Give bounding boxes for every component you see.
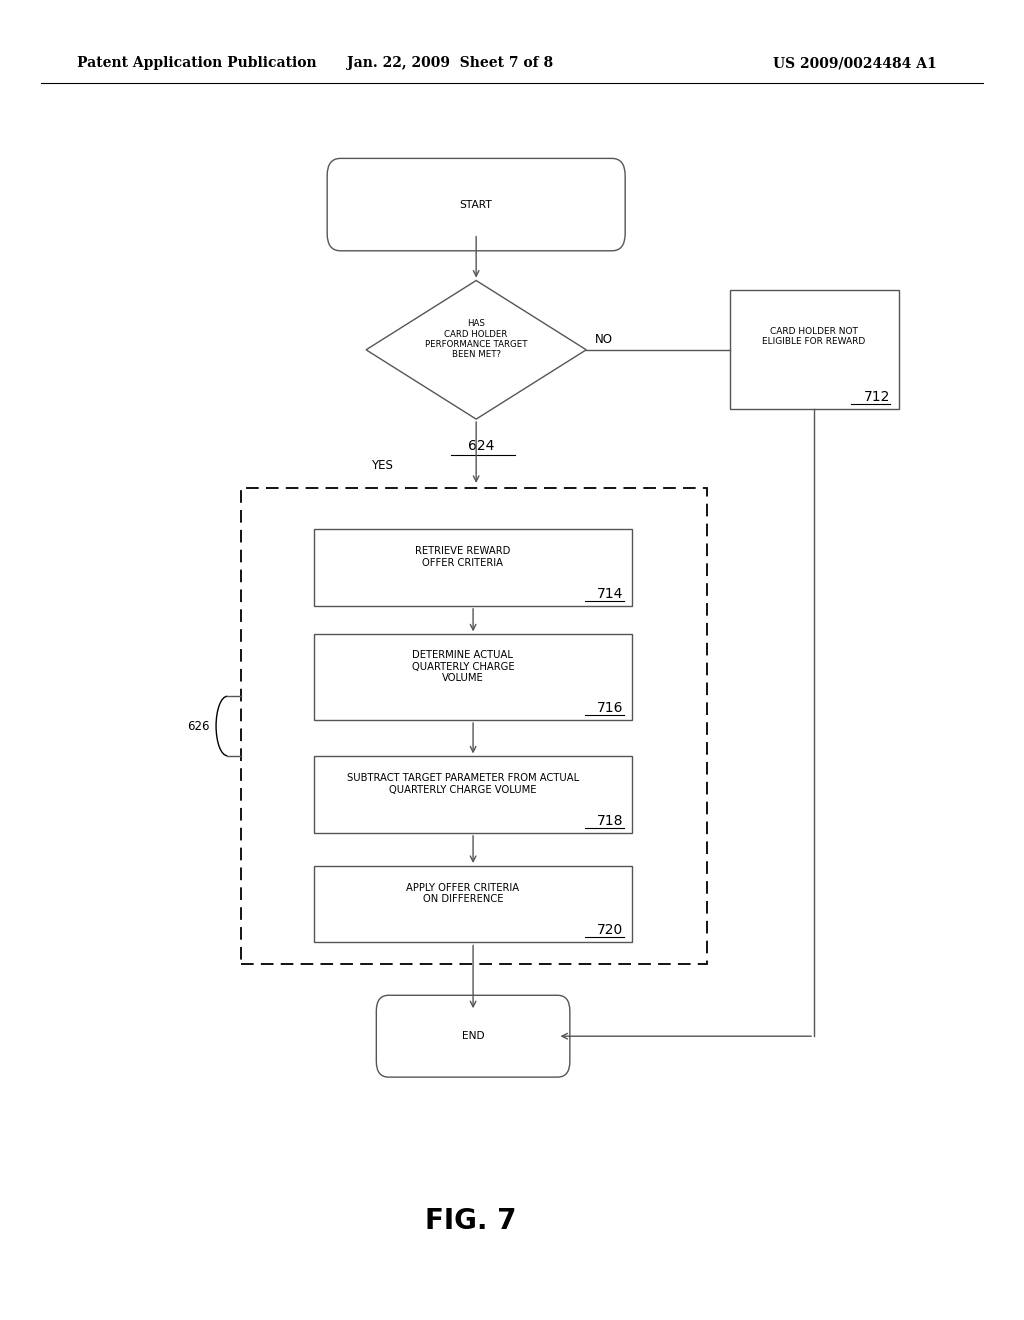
Text: Patent Application Publication: Patent Application Publication	[77, 57, 316, 70]
Text: NO: NO	[594, 333, 612, 346]
Bar	[729, 290, 899, 409]
Text: CARD HOLDER NOT
ELIGIBLE FOR REWARD: CARD HOLDER NOT ELIGIBLE FOR REWARD	[763, 327, 865, 346]
Text: 720: 720	[597, 923, 624, 937]
Text: YES: YES	[372, 459, 393, 471]
Text: DETERMINE ACTUAL
QUARTERLY CHARGE
VOLUME: DETERMINE ACTUAL QUARTERLY CHARGE VOLUME	[412, 649, 514, 684]
Bar	[314, 756, 632, 833]
Text: Jan. 22, 2009  Sheet 7 of 8: Jan. 22, 2009 Sheet 7 of 8	[347, 57, 554, 70]
FancyBboxPatch shape	[377, 995, 569, 1077]
Text: 716: 716	[597, 701, 624, 715]
Text: US 2009/0024484 A1: US 2009/0024484 A1	[773, 57, 937, 70]
FancyBboxPatch shape	[328, 158, 625, 251]
Bar	[314, 634, 632, 721]
Text: 714: 714	[597, 586, 624, 601]
Text: HAS
CARD HOLDER
PERFORMANCE TARGET
BEEN MET?: HAS CARD HOLDER PERFORMANCE TARGET BEEN …	[425, 319, 527, 359]
Text: RETRIEVE REWARD
OFFER CRITERIA: RETRIEVE REWARD OFFER CRITERIA	[415, 546, 511, 568]
Text: 718: 718	[597, 813, 624, 828]
Text: FIG. 7: FIG. 7	[425, 1206, 517, 1236]
Text: 624: 624	[468, 438, 495, 453]
Bar	[241, 488, 707, 964]
Polygon shape	[367, 281, 586, 420]
Bar	[314, 866, 632, 942]
Bar	[314, 529, 632, 606]
Text: END: END	[462, 1031, 484, 1041]
Text: START: START	[460, 199, 493, 210]
Text: SUBTRACT TARGET PARAMETER FROM ACTUAL
QUARTERLY CHARGE VOLUME: SUBTRACT TARGET PARAMETER FROM ACTUAL QU…	[347, 774, 579, 795]
Text: 626: 626	[187, 719, 210, 733]
Text: APPLY OFFER CRITERIA
ON DIFFERENCE: APPLY OFFER CRITERIA ON DIFFERENCE	[407, 883, 519, 904]
Text: 712: 712	[864, 389, 891, 404]
